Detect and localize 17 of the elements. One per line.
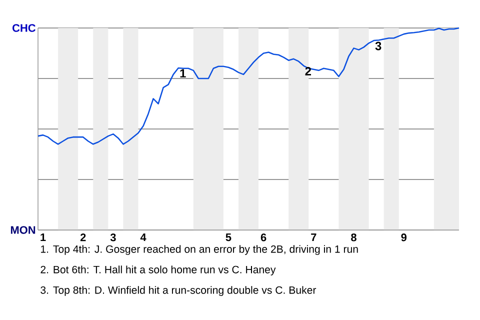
x-tick-label: 8	[351, 234, 356, 242]
annotation: 3	[375, 42, 382, 50]
text: MON	[10, 226, 36, 234]
x-tick-label: 3	[110, 234, 116, 242]
text: 1. Top 4th: J. Gosger reached on an error by the 2B, driving in 1 run	[41, 245, 358, 255]
annotation: 1	[180, 69, 186, 78]
x-tick-label: 7	[311, 234, 316, 242]
text: 3. Top 8th: D. Winfield hit a run-scoring double vs C. Buker	[40, 286, 316, 296]
x-tick-label: 4	[140, 234, 146, 242]
x-tick-label: 2	[80, 234, 86, 242]
x-tick-label: 5	[226, 234, 232, 242]
x-tick-label: 9	[401, 234, 407, 242]
x-tick-label: 1	[40, 234, 46, 242]
text: 2. Bot 6th: T. Hall hit a solo home run vs C. Haney	[40, 266, 276, 276]
x-tick-label: 6	[260, 234, 266, 242]
annotation: 2	[305, 66, 312, 76]
text: CHC	[12, 24, 36, 32]
